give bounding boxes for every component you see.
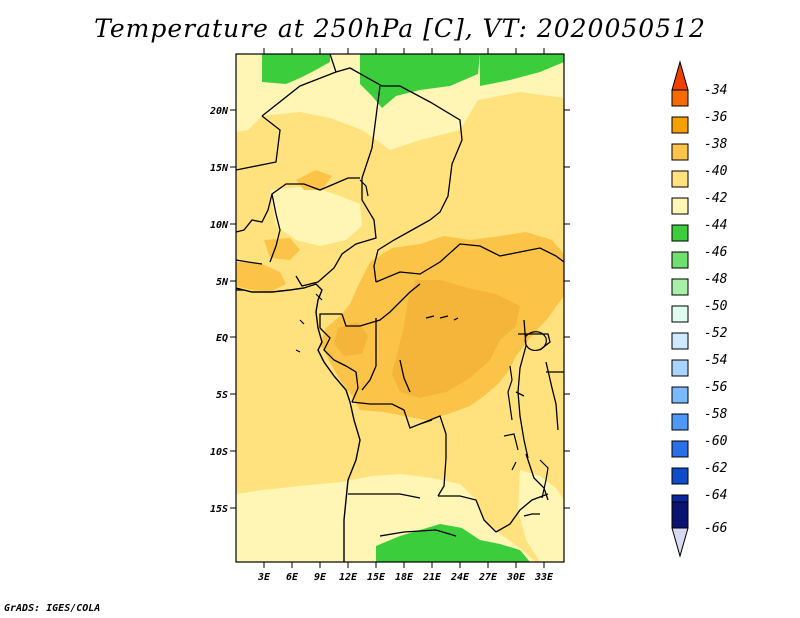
lat-label: 15N bbox=[210, 163, 229, 174]
lat-label: 20N bbox=[209, 106, 229, 117]
colorbar-box bbox=[671, 251, 689, 269]
lon-label: 6E bbox=[286, 572, 299, 583]
colorbar: -34 -36 -38 -40 -42 -44 -46 -48 -50 -52 … bbox=[671, 60, 728, 558]
lat-label: 10S bbox=[210, 447, 228, 458]
colorbar-box bbox=[671, 501, 689, 529]
lon-label: 21E bbox=[422, 572, 442, 583]
lat-label: EQ bbox=[216, 333, 228, 344]
lon-label: 30E bbox=[506, 572, 526, 583]
colorbar-label: -36 bbox=[704, 110, 728, 125]
field-green-north-center bbox=[360, 54, 480, 108]
colorbar-box bbox=[671, 359, 689, 377]
lon-label: 18E bbox=[395, 572, 414, 583]
lakes bbox=[295, 179, 549, 517]
lon-label: 27E bbox=[478, 572, 498, 583]
lon-label: 33E bbox=[534, 572, 554, 583]
colorbar-bottom-arrow bbox=[671, 527, 689, 558]
colorbar-label: -52 bbox=[704, 326, 728, 341]
lon-label: 9E bbox=[314, 572, 327, 583]
colorbar-label: -40 bbox=[704, 164, 728, 179]
colorbar-label: -58 bbox=[704, 407, 728, 422]
colorbar-label: -56 bbox=[704, 380, 728, 395]
colorbar-label: -44 bbox=[704, 218, 727, 233]
longitude-axis: 3E 6E 9E 12E 15E 18E 21E 24E 27E 30E 33E bbox=[257, 48, 554, 583]
colorbar-box bbox=[671, 413, 689, 431]
chart-title: Temperature at 250hPa [C], VT: 202005051… bbox=[94, 14, 706, 43]
field-orange-gabon bbox=[334, 322, 368, 356]
colorbar-label: -60 bbox=[704, 434, 728, 449]
colorbar-label: -54 bbox=[704, 353, 727, 368]
lat-label: 5N bbox=[216, 277, 229, 288]
lon-label: 3E bbox=[257, 572, 271, 583]
latitude-axis: 20N 15N 10N 5N EQ 5S 10S 15S bbox=[209, 106, 570, 515]
coastline bbox=[236, 283, 361, 562]
colorbar-box bbox=[671, 170, 689, 188]
colorbar-label: -66 bbox=[704, 521, 728, 536]
lat-label: 5S bbox=[216, 390, 228, 401]
colorbar-label: -64 bbox=[704, 488, 727, 503]
colorbar-box bbox=[671, 278, 689, 296]
colorbar-box bbox=[671, 116, 689, 134]
field-orange-west bbox=[236, 262, 286, 292]
grads-credit: GrADS: IGES/COLA bbox=[4, 603, 101, 614]
field-pale-east bbox=[518, 470, 564, 562]
colorbar-box bbox=[671, 386, 689, 404]
colorbar-label: -38 bbox=[704, 137, 728, 152]
colorbar-label: -48 bbox=[704, 272, 728, 287]
colorbar-box bbox=[671, 89, 689, 107]
field-green-north-west bbox=[262, 54, 330, 84]
colorbar-box bbox=[671, 332, 689, 350]
lon-label: 12E bbox=[339, 572, 358, 583]
colorbar-label: -42 bbox=[704, 191, 728, 206]
colorbar-label: -50 bbox=[704, 299, 728, 314]
lat-label: 10N bbox=[210, 220, 229, 231]
field-pale-nigeria bbox=[270, 186, 362, 246]
colorbar-box bbox=[671, 224, 689, 242]
lon-label: 24E bbox=[450, 572, 470, 583]
colorbar-box bbox=[671, 467, 689, 485]
colorbar-label: -62 bbox=[704, 461, 728, 476]
colorbar-top-arrow bbox=[671, 60, 689, 91]
field-orange-core bbox=[392, 280, 520, 398]
colorbar-box bbox=[671, 197, 689, 215]
lon-label: 15E bbox=[367, 572, 386, 583]
lat-label: 15S bbox=[210, 504, 228, 515]
colorbar-box bbox=[671, 305, 689, 323]
colorbar-box bbox=[671, 143, 689, 161]
field-green-south bbox=[376, 524, 530, 562]
temperature-field bbox=[236, 54, 564, 562]
country-borders bbox=[236, 54, 564, 537]
field-green-north-east bbox=[480, 54, 564, 86]
map-frame bbox=[235, 53, 565, 563]
colorbar-label: -34 bbox=[704, 83, 727, 98]
colorbar-label: -46 bbox=[704, 245, 728, 260]
colorbar-box bbox=[671, 440, 689, 458]
